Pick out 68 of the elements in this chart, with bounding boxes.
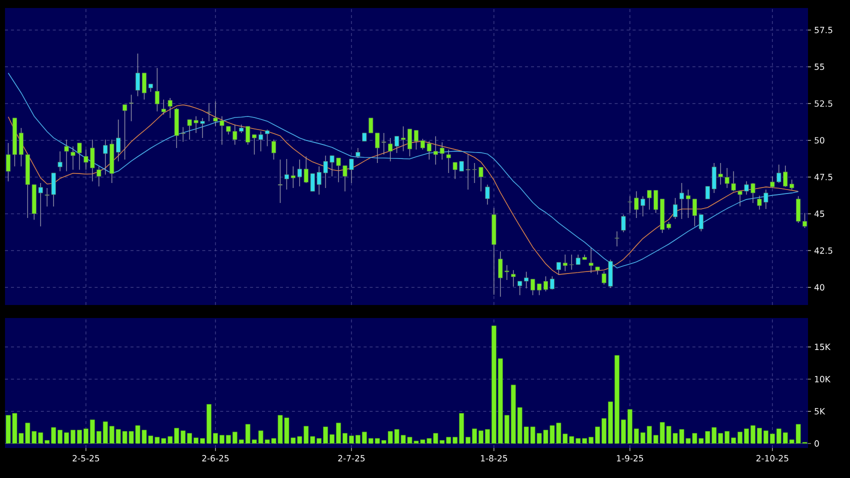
candlestick (400, 126, 406, 152)
candlestick (647, 190, 652, 210)
candlestick (356, 148, 360, 158)
candlestick (790, 179, 794, 190)
y-tick-label: 10K (814, 376, 831, 382)
candlestick (796, 196, 801, 224)
candlestick (414, 130, 418, 150)
x-tick-label: 1-9-25 (616, 455, 644, 462)
x-tick-label: 2-6-25 (202, 455, 229, 462)
y-tick-label: 47.5 (814, 174, 832, 180)
candlestick (686, 189, 690, 218)
candlestick (485, 184, 490, 205)
candlestick (692, 198, 697, 227)
y-tick-label: 40 (814, 284, 824, 291)
y-tick-label: 55 (814, 64, 824, 70)
candlestick (588, 248, 594, 274)
y-tick-label: 50 (814, 137, 824, 144)
candlestick (679, 182, 684, 220)
y-tick-label: 0 (814, 440, 819, 447)
candlestick (802, 212, 808, 228)
candlestick (278, 159, 282, 204)
candlestick (556, 262, 561, 275)
candlestick (258, 131, 264, 152)
candlestick (446, 149, 451, 174)
x-tick-label: 2-10-25 (756, 455, 788, 462)
x-tick-label: 2-7-25 (338, 455, 365, 462)
candlestick (536, 283, 542, 296)
candlestick (524, 271, 529, 289)
y-tick-label: 52.5 (814, 100, 832, 107)
x-tick-label: 2-5-25 (72, 455, 100, 462)
candlestick (252, 134, 257, 155)
candlestick (135, 53, 140, 97)
candlestick (407, 128, 412, 157)
x-tick-label: 1-8-25 (480, 455, 508, 462)
candlestick (265, 129, 270, 147)
candlestick (672, 198, 678, 220)
candlestick (388, 138, 393, 162)
y-tick-label: 5K (814, 408, 826, 414)
candlestick (18, 128, 24, 167)
candlestick (6, 142, 11, 182)
candlestick (698, 214, 704, 232)
candlestick (284, 158, 289, 190)
candlestick (64, 139, 69, 172)
candlestick (58, 151, 62, 172)
candlestick (511, 270, 516, 287)
y-tick-label: 15K (814, 344, 831, 350)
candlestick (394, 136, 400, 154)
candlestick (654, 190, 658, 214)
candlestick (142, 72, 147, 100)
candlestick (621, 214, 626, 233)
candlestick (290, 166, 296, 188)
candlestick (518, 280, 522, 296)
candlestick (550, 276, 554, 290)
candlestick (271, 139, 276, 160)
candlestick (168, 98, 172, 118)
y-tick-label: 45 (814, 210, 824, 217)
y-tick-label: 42.5 (814, 247, 832, 254)
candlestick (154, 68, 160, 112)
y-tick-label: 57.5 (814, 26, 832, 34)
candlestick (614, 230, 620, 247)
candlestick (420, 138, 425, 150)
candlestick (129, 94, 134, 122)
candlestick (530, 278, 536, 296)
candlestick (543, 276, 548, 292)
candlestick (96, 166, 102, 187)
candlestick (206, 102, 212, 122)
candlestick (161, 99, 166, 115)
candlestick (122, 104, 128, 160)
